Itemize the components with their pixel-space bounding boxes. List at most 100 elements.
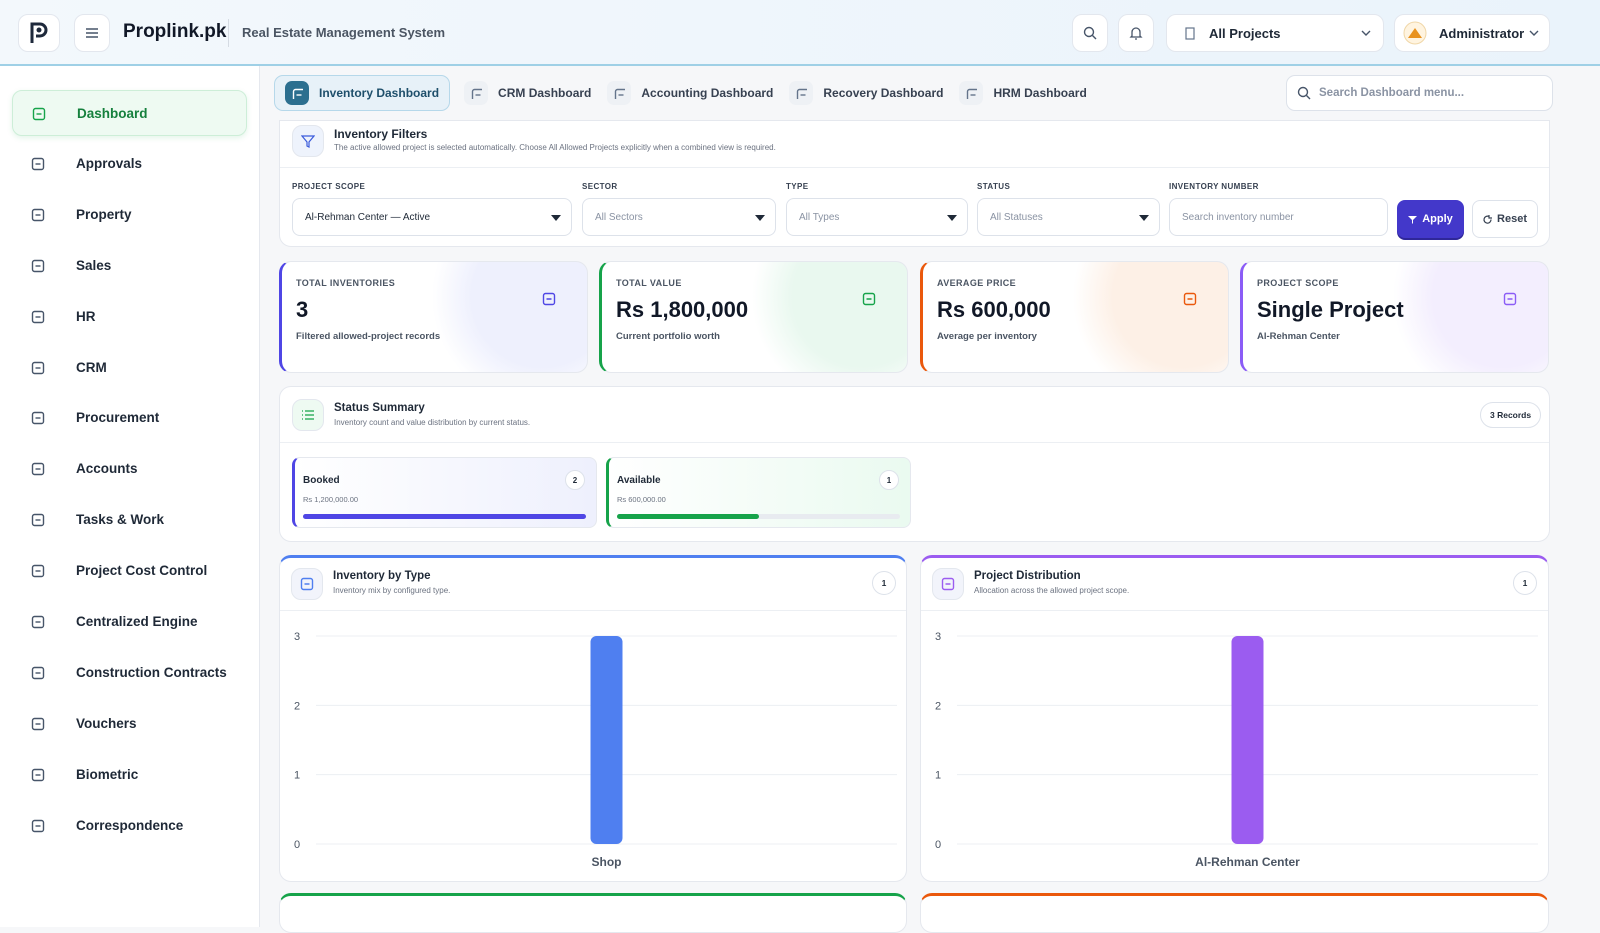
field-input[interactable]: All Sectors	[582, 198, 776, 236]
stat-card: AVERAGE PRICE Rs 600,000 Average per inven…	[920, 261, 1229, 373]
divider	[280, 610, 906, 611]
y-tick-label: 1	[935, 770, 941, 782]
icon	[31, 513, 45, 527]
status-name: Available	[617, 475, 661, 486]
stat-card: TOTAL VALUE Rs 1,800,000 Current portfolio…	[599, 261, 908, 373]
status-name: Booked	[303, 475, 340, 486]
progress-bar	[303, 514, 586, 519]
user-menu[interactable]: Administrator	[1394, 14, 1550, 52]
icon-shape	[31, 310, 45, 323]
tab[interactable]: Inventory Dashboard	[274, 75, 451, 111]
icon	[31, 768, 45, 781]
icon	[31, 310, 45, 323]
next-card	[279, 893, 907, 933]
search-button[interactable]	[1072, 14, 1108, 52]
tab-icon	[464, 81, 489, 105]
icon	[1183, 292, 1197, 306]
stat-icon-box	[850, 280, 892, 322]
brand: Proplink.pk	[123, 21, 227, 42]
field-input[interactable]: Search inventory number	[1169, 198, 1388, 236]
nav-item[interactable]: Project Cost Control	[12, 548, 247, 594]
field-input[interactable]: Al-Rehman Center — Active	[292, 198, 572, 236]
icon-shape	[471, 88, 483, 99]
divider	[280, 167, 1549, 168]
nav-label: Tasks & Work	[76, 512, 165, 528]
field-input[interactable]: All Statuses	[977, 198, 1160, 236]
nav-item[interactable]: CRM	[12, 345, 247, 391]
tab-icon	[285, 81, 309, 105]
notifications-button[interactable]	[1118, 14, 1154, 52]
tab-label: Accounting Dashboard	[641, 86, 774, 100]
nav-item[interactable]: Property	[12, 192, 247, 238]
apply-button[interactable]: Apply	[1397, 200, 1464, 238]
nav-label: Project Cost Control	[76, 563, 208, 579]
chart-badge: 1	[1513, 571, 1537, 595]
field-text: Al-Rehman Center — Active	[305, 211, 431, 223]
nav-item[interactable]: Vouchers	[12, 701, 247, 747]
tab[interactable]: CRM Dashboard	[464, 75, 593, 111]
nav-item[interactable]: Biometric	[12, 752, 247, 798]
reset-button[interactable]: Reset	[1472, 200, 1538, 238]
tab-icon	[607, 81, 632, 105]
nav-item[interactable]: Construction Contracts	[12, 650, 247, 696]
icon-shape	[31, 259, 45, 272]
icon	[300, 577, 314, 591]
list-icon	[302, 410, 314, 420]
user-name: Administrator	[1439, 25, 1525, 41]
tab-label: CRM Dashboard	[498, 86, 592, 100]
progress-track	[303, 514, 586, 519]
stat-icon-box	[1491, 280, 1533, 322]
nav-item[interactable]: Correspondence	[12, 803, 247, 849]
icon-shape	[31, 412, 45, 425]
icon-shape	[542, 292, 556, 306]
icon	[31, 717, 45, 730]
nav-item[interactable]: Accounts	[12, 446, 247, 492]
icon-shape	[31, 463, 45, 476]
field-input[interactable]: All Types	[786, 198, 968, 236]
nav-label: CRM	[76, 359, 107, 375]
icon	[967, 88, 978, 99]
nav-label: Vouchers	[76, 715, 137, 731]
nav-item[interactable]: Dashboard	[12, 90, 247, 136]
chart-subtitle: Inventory mix by configured type.	[333, 586, 451, 595]
menu-button[interactable]	[74, 14, 110, 52]
search-icon	[1083, 26, 1097, 40]
nav-item[interactable]: Centralized Engine	[12, 599, 247, 645]
y-tick-label: 1	[294, 770, 300, 782]
nav-label: Approvals	[76, 155, 143, 171]
field-label: INVENTORY NUMBER	[1169, 182, 1259, 191]
nav-item[interactable]: Procurement	[12, 395, 247, 441]
divider	[921, 610, 1548, 611]
project-selector[interactable]: All Projects	[1166, 14, 1384, 52]
dashboard-search[interactable]: Search Dashboard menu...	[1286, 75, 1553, 111]
tab[interactable]: Recovery Dashboard	[789, 75, 945, 111]
logo[interactable]	[18, 14, 60, 52]
bell-icon	[1129, 27, 1143, 40]
status-count: 2	[565, 470, 585, 490]
nav-item[interactable]: HR	[12, 294, 247, 340]
status-item: Available Rs 600,000.00 1	[606, 457, 911, 528]
icon-shape	[31, 513, 45, 527]
nav-label: Construction Contracts	[76, 664, 227, 680]
tab[interactable]: HRM Dashboard	[959, 75, 1088, 111]
nav-item[interactable]: Tasks & Work	[12, 497, 247, 543]
icon-shape	[292, 88, 303, 99]
tab[interactable]: Accounting Dashboard	[607, 75, 775, 111]
bar	[1231, 636, 1264, 844]
icon	[31, 259, 45, 272]
nav-item[interactable]: Approvals	[12, 141, 247, 187]
chart-card: Inventory by Type Inventory mix by config…	[279, 555, 907, 882]
chart-title: Project Distribution	[974, 570, 1081, 582]
nav-item[interactable]: Sales	[12, 243, 247, 289]
icon-shape	[797, 88, 808, 99]
chevron	[1361, 30, 1371, 36]
icon	[862, 292, 876, 306]
nav-label: Dashboard	[77, 106, 148, 121]
icon	[31, 819, 45, 832]
divider	[228, 19, 229, 47]
nav-label: Sales	[76, 257, 112, 273]
dropdown-arrow	[551, 215, 561, 221]
icon-shape	[31, 666, 45, 680]
icon-shape	[862, 292, 876, 306]
